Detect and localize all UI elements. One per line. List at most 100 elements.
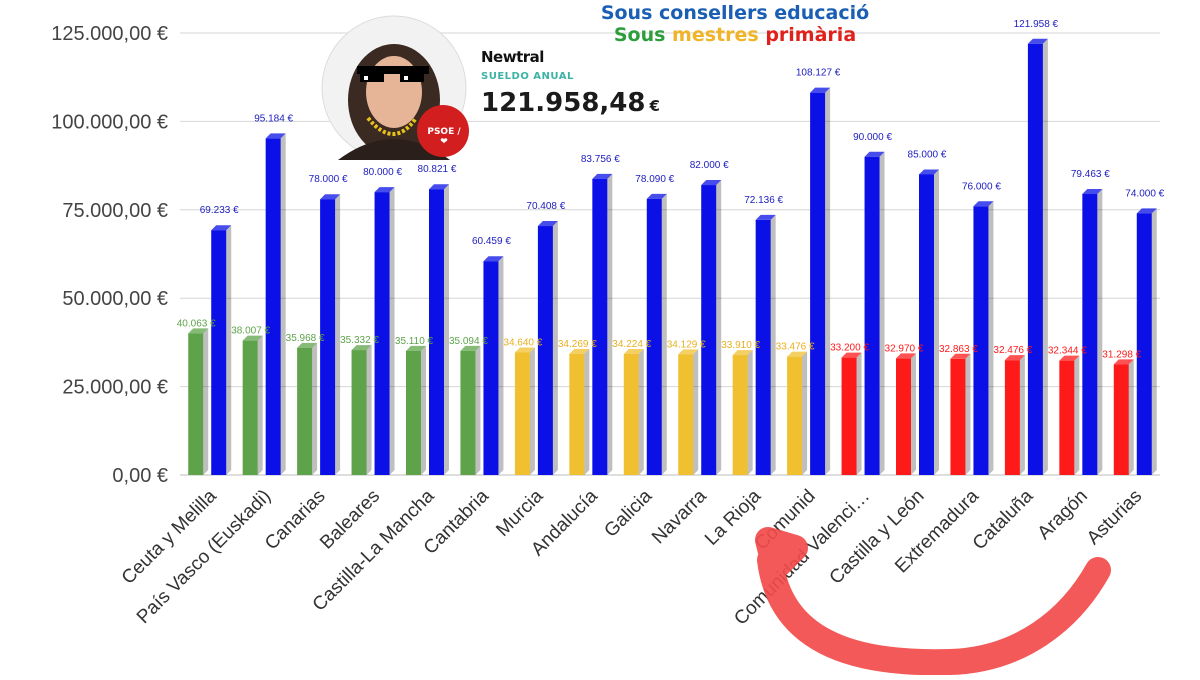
bar-side [226,225,232,475]
salary-unit: € [649,97,660,115]
bar-teacher [351,345,372,475]
chart-subtitle: Sous mestres primària [560,24,910,46]
data-label-teacher: 40.063 € [177,318,216,329]
x-tick-label: Cataluña [969,485,1038,554]
bar-face [569,353,585,475]
bar-face [429,189,444,475]
bar-teacher [406,345,426,475]
bar-face [1004,360,1020,475]
bar-side [1019,355,1025,475]
bar-side [661,193,667,475]
data-label-councillor: 78.090 € [635,174,674,185]
party-heart-icon [417,105,469,157]
bar-teacher [1059,355,1080,475]
data-label-councillor: 80.821 € [418,164,457,175]
data-label-councillor: 90.000 € [853,132,892,143]
bar-top [1082,189,1103,195]
bar-face [1027,43,1043,476]
bar-side [1151,208,1157,475]
bar-councillor [1082,189,1103,475]
bar-side [475,345,481,475]
bar-side [770,214,776,475]
data-label-teacher: 33.200 € [830,343,869,354]
bar-side [747,350,753,475]
bar-top [646,193,667,199]
bar-face [320,199,336,475]
bar-teacher [678,349,699,475]
data-label-teacher: 31.298 € [1102,349,1141,360]
bar-side [312,342,318,475]
bar-top [755,214,776,220]
bar-teacher [787,351,808,475]
bar-top [810,87,831,93]
data-label-teacher: 35.968 € [286,333,325,344]
data-label-teacher: 32.970 € [885,343,924,354]
bar-face [592,178,608,475]
bar-top [242,335,263,341]
bar-top [787,351,808,357]
bar-side [965,353,971,475]
data-label-councillor: 74.000 € [1125,188,1164,199]
bar-top [460,345,481,351]
portrait-overlay [321,15,469,161]
bar-face [374,192,390,475]
y-tick-label: 75.000,00 € [62,200,168,222]
bar-side [1042,38,1048,476]
bar-face [841,357,857,475]
bar-top [537,221,558,227]
bar-top [1027,38,1048,44]
data-label-councillor: 83.756 € [581,154,620,165]
bar-councillor [1027,38,1048,476]
bar-councillor [973,201,994,475]
bar-teacher [188,328,209,475]
bar-councillor [211,225,232,475]
bar-top [864,151,885,157]
bar-top [265,133,286,139]
bar-face [265,138,281,475]
bar-councillor [483,256,504,475]
bar-councillor [755,214,776,475]
bar-councillor [810,87,831,475]
y-tick-label: 0,00 € [112,465,168,487]
bar-face [1136,213,1152,475]
bar-teacher [514,347,535,475]
bar-face [678,354,694,475]
bar-side [584,348,590,475]
bar-top [973,201,994,207]
bar-face [919,174,934,475]
bar-face [460,350,476,475]
bar-top [297,342,318,348]
data-label-councillor: 78.000 € [309,174,348,185]
y-axis-ticks: 0,00 € 25.000,00 € 50.000,00 € 75.000,00 € 1… [51,23,168,487]
bar-top [1004,355,1025,361]
bar-side [988,201,994,475]
bar-top [701,180,722,186]
x-tick-label: Castilla y León [826,486,929,589]
bar-side [498,256,504,475]
bar-side [280,133,286,475]
bar-side [716,180,722,475]
bar-top [919,169,939,175]
bar-face [297,347,313,475]
bar-face [864,156,880,475]
data-label-teacher: 32.476 € [993,345,1032,356]
bar-top [188,328,209,334]
data-label-teacher: 38.007 € [231,326,270,337]
bar-top [678,349,699,355]
x-tick-label: Ceuta y Melilla [118,485,221,588]
curved-red-arrow [755,527,1111,676]
data-label-teacher: 34.640 € [503,338,542,349]
bar-face [483,261,499,475]
bar-face [732,355,748,475]
bar-face [514,352,530,475]
bar-face [1059,360,1075,475]
bar-face [896,358,911,475]
bar-face [755,219,771,475]
bar-face [810,92,826,475]
bar-side [366,345,372,475]
bar-side [1097,189,1103,475]
bar-side [529,347,535,475]
